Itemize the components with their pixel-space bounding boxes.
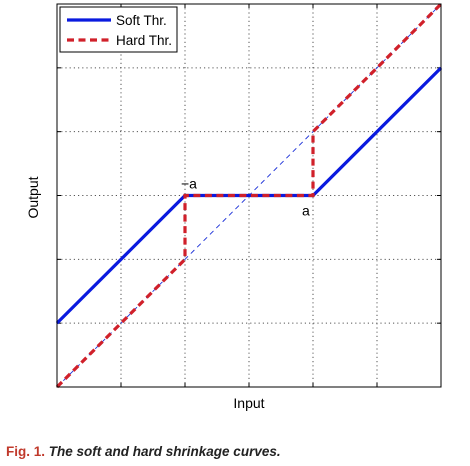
- axes-box: [56, 3, 442, 388]
- legend-label-soft: Soft Thr.: [116, 13, 167, 28]
- series-line-soft-thr: [55, 66, 443, 325]
- y-axis-label: Output: [25, 176, 41, 218]
- annotation-neg-a: −a: [181, 176, 197, 192]
- x-axis-label: Input: [233, 395, 264, 411]
- annotations: −a a: [181, 176, 310, 219]
- legend: Soft Thr. Hard Thr.: [59, 6, 178, 53]
- series-layer: [55, 2, 443, 389]
- legend-label-hard: Hard Thr.: [116, 33, 172, 48]
- series-line-hard-thr: [55, 2, 443, 389]
- shrinkage-chart: −a a Input Output Soft Thr. Hard Thr.: [25, 2, 443, 411]
- figure-caption: Fig. 1. The soft and hard shrinkage curv…: [6, 444, 281, 459]
- annotation-pos-a: a: [302, 203, 310, 219]
- legend-box: [59, 6, 178, 53]
- caption-text: The soft and hard shrinkage curves.: [48, 444, 281, 459]
- figure-number: Fig. 1.: [6, 444, 46, 459]
